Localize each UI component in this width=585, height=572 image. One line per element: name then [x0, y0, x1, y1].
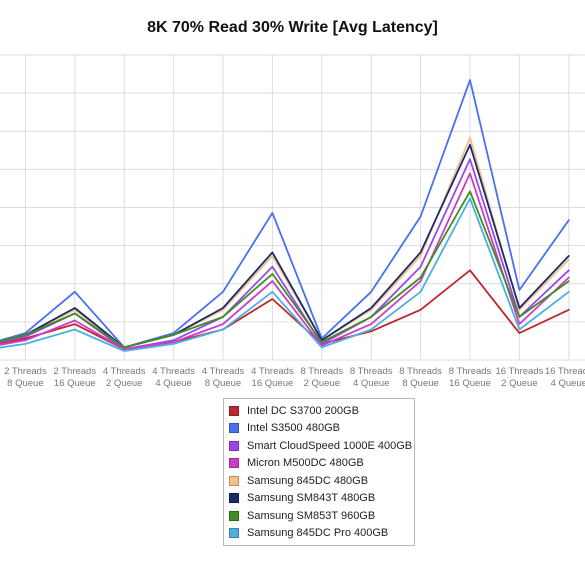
x-tick-label: 2 Queue — [501, 378, 537, 389]
legend-label: Samsung SM853T 960GB — [247, 509, 376, 522]
x-tick-label: 4 Threads — [251, 366, 294, 377]
x-tick-label: 16 Queue — [54, 378, 96, 389]
legend-label: Samsung SM843T 480GB — [247, 492, 376, 505]
legend-swatch — [229, 405, 239, 416]
legend-label: Samsung 845DC Pro 400GB — [247, 527, 389, 540]
x-tick-label: 16 Threads — [495, 366, 543, 377]
x-tick-label: 16 Queue — [449, 378, 491, 389]
x-tick-label: 2 Queue — [304, 378, 340, 389]
x-tick-label: 16 Queue — [252, 378, 294, 389]
legend-item: Samsung SM843T 480GB — [229, 490, 414, 508]
series-line — [0, 172, 570, 351]
legend-item: Samsung 845DC 480GB — [229, 472, 414, 490]
x-tick-label: 8 Queue — [402, 378, 438, 389]
x-tick-label: 4 Queue — [155, 378, 191, 389]
legend-item: Samsung SM853T 960GB — [229, 507, 414, 525]
legend-item: Samsung 845DC Pro 400GB — [229, 525, 414, 543]
x-tick-label: 8 Threads — [449, 366, 492, 377]
x-tick-label: 8 Queue — [7, 378, 43, 389]
series-line — [0, 136, 570, 349]
legend-swatch — [229, 440, 239, 451]
series-line — [0, 143, 570, 349]
legend-label: Intel S3500 480GB — [247, 422, 340, 435]
x-tick-label: 2 Threads — [53, 366, 96, 377]
x-tick-label: 4 Threads — [103, 366, 146, 377]
x-tick-label: 4 Queue — [353, 378, 389, 389]
legend-label: Samsung 845DC 480GB — [247, 474, 369, 487]
legend-item: Intel S3500 480GB — [229, 420, 414, 438]
legend-swatch — [229, 423, 239, 434]
chart-title: 8K 70% Read 30% Write [Avg Latency] — [147, 19, 438, 36]
x-tick-label: 16 Threads — [545, 366, 585, 377]
x-tick-label: 8 Threads — [350, 366, 393, 377]
chart-legend: Intel DC S3700 200GB Intel S3500 480GB Sma… — [223, 398, 415, 546]
series-line — [0, 197, 570, 352]
x-tick-label: 4 Threads — [152, 366, 195, 377]
legend-swatch — [229, 458, 239, 469]
legend-swatch — [229, 475, 239, 486]
legend-item: Micron M500DC 480GB — [229, 455, 414, 473]
legend-label: Micron M500DC 480GB — [247, 457, 364, 470]
legend-swatch — [229, 510, 239, 521]
series-line — [0, 269, 570, 351]
series-line — [0, 79, 570, 349]
legend-swatch — [229, 493, 239, 504]
legend-item: Smart CloudSpeed 1000E 400GB — [229, 437, 414, 455]
x-tick-label: 2 Threads — [4, 366, 47, 377]
x-tick-label: 8 Queue — [205, 378, 241, 389]
x-tick-label: 8 Threads — [399, 366, 442, 377]
legend-label: Intel DC S3700 200GB — [247, 404, 359, 417]
legend-swatch — [229, 528, 239, 539]
legend-item: Intel DC S3700 200GB — [229, 402, 414, 420]
legend-label: Smart CloudSpeed 1000E 400GB — [247, 439, 413, 452]
x-tick-label: 8 Threads — [300, 366, 343, 377]
x-tick-label: 2 Queue — [106, 378, 142, 389]
series-line — [0, 190, 570, 349]
x-tick-label: 4 Queue — [551, 378, 585, 389]
x-tick-label: 4 Threads — [202, 366, 245, 377]
